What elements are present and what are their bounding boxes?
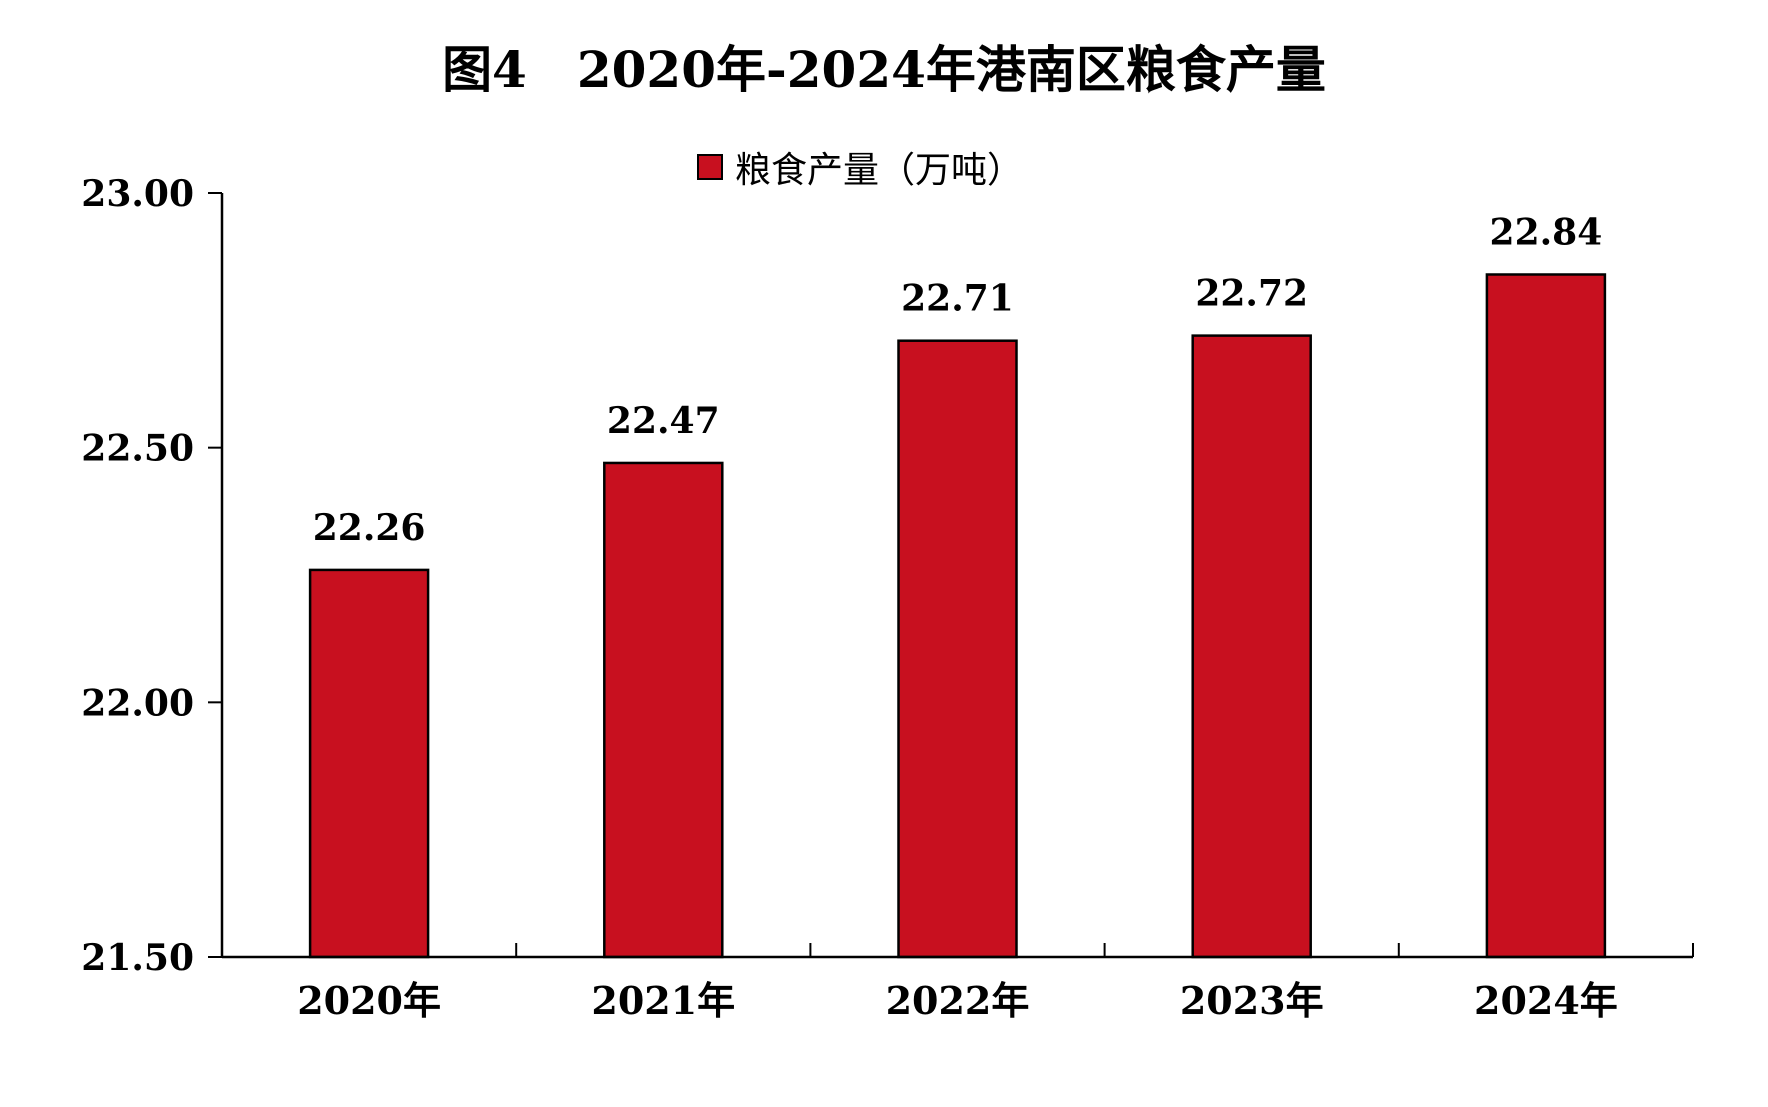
data-label-2021年: 22.47 <box>607 400 720 442</box>
data-label-2024年: 22.84 <box>1490 211 1603 253</box>
y-tick-label: 21.50 <box>81 937 194 979</box>
chart-title: 图4 2020年-2024年港南区粮食产量 <box>442 40 1326 99</box>
x-tick-label-2023年: 2023年 <box>1180 978 1324 1023</box>
legend-label: 粮食产量（万吨） <box>735 150 1024 191</box>
bar-2023年 <box>1191 334 1312 959</box>
y-tick-label: 22.50 <box>81 428 194 470</box>
data-label-2020年: 22.26 <box>313 507 426 549</box>
bar-2021年 <box>603 461 724 959</box>
y-tick-label: 23.00 <box>81 173 194 215</box>
x-tick-label-2021年: 2021年 <box>591 978 735 1023</box>
data-label-2022年: 22.71 <box>901 278 1014 320</box>
data-label-2023年: 22.72 <box>1195 273 1308 315</box>
bar-2024年 <box>1485 273 1607 959</box>
x-tick-label-2022年: 2022年 <box>886 978 1030 1023</box>
legend-swatch <box>697 154 723 180</box>
legend: 粮食产量（万吨） <box>697 145 1023 191</box>
bar-2020年 <box>308 568 430 959</box>
x-tick-label-2020年: 2020年 <box>297 978 441 1023</box>
x-tick-label-2024年: 2024年 <box>1474 978 1618 1023</box>
bar-2022年 <box>897 339 1018 959</box>
y-tick-label: 22.00 <box>81 682 194 724</box>
